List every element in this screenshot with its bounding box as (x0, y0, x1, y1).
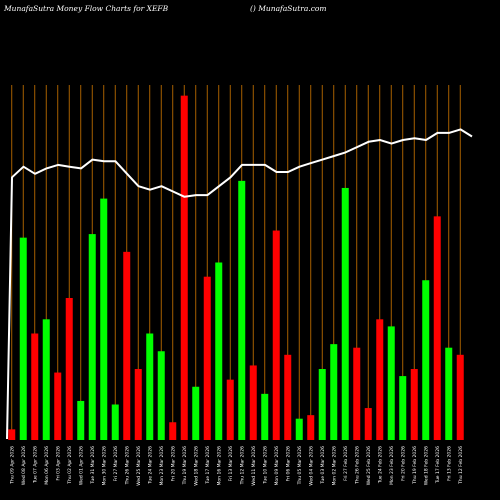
x-tick-label: Wed 18 Feb 2026 (423, 446, 429, 485)
x-tick-label: Thu 26 Mar 2026 (124, 446, 130, 486)
x-tick-label: Tue 03 Mar 2026 (320, 446, 326, 485)
x-tick-label: Mon 30 Mar 2026 (101, 446, 107, 486)
flow-bar (307, 415, 315, 440)
x-tick-label: Fri 27 Feb 2026 (343, 446, 349, 481)
flow-bar (410, 369, 418, 440)
x-tick-label: Fri 13 Mar 2026 (228, 446, 234, 481)
flow-bar (65, 298, 73, 440)
flow-bar (456, 354, 464, 440)
x-tick-label: Wed 18 Mar 2026 (193, 446, 199, 486)
site-credit: () MunafaSutra.com (250, 4, 327, 13)
flow-bar (376, 319, 384, 440)
flow-bar (192, 386, 200, 440)
money-flow-bars (8, 95, 464, 441)
flow-bar (180, 95, 188, 441)
flow-bar (295, 418, 303, 440)
flow-bar (215, 262, 223, 440)
x-tick-label: Tue 17 Mar 2026 (205, 446, 211, 485)
flow-bar (272, 230, 280, 440)
x-tick-label: Fri 20 Mar 2026 (170, 446, 176, 481)
x-tick-label: Wed 08 Apr 2026 (21, 446, 27, 485)
flow-bar (318, 369, 326, 440)
flow-bar (77, 400, 85, 440)
trend-line (6, 128, 473, 440)
flow-bar (353, 347, 361, 440)
x-tick-label: Fri 20 Feb 2026 (400, 446, 406, 481)
flow-bar (42, 319, 50, 440)
x-tick-label: Tue 10 Mar 2026 (262, 446, 268, 485)
flow-bar (433, 216, 441, 440)
flow-bar (8, 429, 16, 440)
x-tick-label: Wed 25 Mar 2026 (136, 446, 142, 486)
x-tick-label: Wed 11 Mar 2026 (251, 446, 257, 486)
flow-bar (261, 393, 269, 440)
x-tick-label: Mon 09 Mar 2026 (274, 446, 280, 486)
x-tick-label: Fri 03 Apr 2026 (55, 446, 61, 481)
flow-bar (88, 234, 96, 440)
flow-bar (249, 365, 257, 440)
chart-title: MunafaSutra Money Flow Charts for XEFB (4, 4, 169, 13)
x-tick-label: Tue 07 Apr 2026 (32, 446, 38, 484)
flow-bar (445, 347, 453, 440)
flow-bar (330, 344, 338, 440)
x-tick-label: Tue 24 Mar 2026 (147, 446, 153, 485)
flow-bar (157, 351, 165, 440)
x-tick-label: Thu 19 Mar 2026 (182, 446, 188, 486)
x-tick-label: Tue 31 Mar 2026 (90, 446, 96, 485)
flow-bar (341, 187, 349, 440)
x-tick-label: Mon 02 Mar 2026 (331, 446, 337, 486)
x-tick-label: Thu 26 Feb 2026 (354, 446, 360, 485)
x-tick-label: Fri 13 Feb 2026 (446, 446, 452, 481)
flow-bar (203, 276, 211, 440)
x-tick-label: Thu 09 Apr 2026 (9, 446, 15, 485)
flow-bar (422, 280, 430, 440)
x-tick-label: Thu 05 Mar 2026 (297, 446, 303, 486)
x-tick-label: Wed 01 Apr 2026 (78, 446, 84, 485)
x-tick-label: Fri 06 Mar 2026 (285, 446, 291, 481)
flow-bar (387, 326, 395, 440)
flow-bar (100, 198, 108, 440)
x-tick-label: Wed 04 Mar 2026 (308, 446, 314, 486)
x-tick-label: Tue 24 Feb 2026 (377, 446, 383, 484)
x-tick-label: Fri 27 Mar 2026 (113, 446, 119, 481)
x-tick-label: Wed 25 Feb 2026 (366, 446, 372, 485)
flow-bar (134, 369, 142, 440)
flow-bar (226, 379, 234, 440)
x-tick-label: Mon 23 Mar 2026 (159, 446, 165, 486)
x-tick-label: Thu 12 Mar 2026 (239, 446, 245, 486)
flow-bar (284, 354, 292, 440)
x-tick-label: Mon 23 Feb 2026 (389, 446, 395, 485)
flow-bar (31, 333, 39, 440)
flow-bar (54, 372, 62, 440)
flow-bar (238, 180, 246, 440)
flow-bar (364, 408, 372, 440)
x-tick-label: Thu 19 Feb 2026 (412, 446, 418, 485)
trend-line-group (6, 128, 473, 440)
x-tick-label: Thu 12 Feb 2026 (458, 446, 464, 485)
x-tick-label: Thu 02 Apr 2026 (67, 446, 73, 485)
flow-bar (169, 422, 177, 440)
x-axis-labels: Thu 09 Apr 2026 Wed 08 Apr 2026 Tue 07 Apr… (9, 446, 464, 486)
x-tick-label: Mon 16 Mar 2026 (216, 446, 222, 486)
x-tick-label: Tue 17 Feb 2026 (435, 446, 441, 484)
flow-bar (146, 333, 154, 440)
flow-bar (123, 251, 131, 440)
flow-bar (111, 404, 119, 440)
x-tick-label: Mon 06 Apr 2026 (44, 446, 50, 485)
flow-bar (399, 376, 407, 440)
flow-bar (19, 237, 27, 440)
